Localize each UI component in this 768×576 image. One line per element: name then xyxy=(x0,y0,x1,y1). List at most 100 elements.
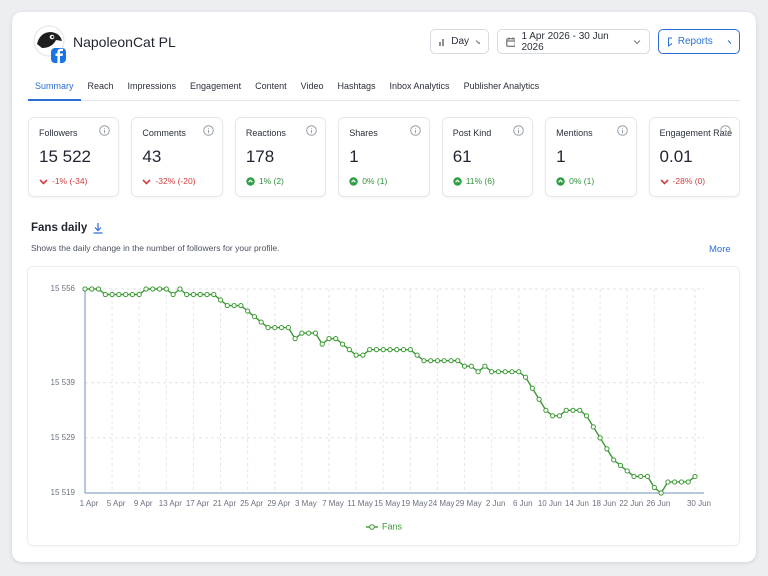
info-circle xyxy=(409,125,421,136)
data-point xyxy=(95,286,102,292)
info-icon xyxy=(409,125,421,136)
data-point xyxy=(360,352,366,358)
tab[interactable]: Reach xyxy=(87,81,114,91)
data-point xyxy=(414,352,420,358)
tab[interactable]: Inbox Analytics xyxy=(389,81,450,91)
data-point xyxy=(109,291,115,298)
metric-card: Post Kind 61 11% (6) xyxy=(441,117,534,197)
x-tick-label: 17 Apr xyxy=(186,499,209,508)
date-range: 1 Apr 2026 - 30 Jun 2026 xyxy=(521,30,609,53)
x-tick-label: 11 May xyxy=(347,499,373,508)
data-point xyxy=(516,369,522,375)
data-point xyxy=(543,407,549,413)
data-point xyxy=(353,352,359,358)
x-tick-label: 26 Jun xyxy=(646,499,670,508)
info-icon xyxy=(513,125,524,136)
info-circle xyxy=(203,125,214,136)
change-text: 0% (1) xyxy=(362,176,388,186)
data-point xyxy=(604,446,610,452)
metric-value: 15 522 xyxy=(39,147,91,166)
data-point xyxy=(672,479,678,485)
tab[interactable]: Summary xyxy=(28,76,81,101)
x-tick-label: 30 Jun xyxy=(687,499,711,508)
data-point xyxy=(644,473,651,480)
x-tick-label: 5 Apr xyxy=(107,499,126,508)
data-point xyxy=(197,291,203,298)
more-link[interactable]: More xyxy=(709,244,731,255)
x-tick-label: 18 Jun xyxy=(592,499,616,508)
tab[interactable]: Engagement xyxy=(190,81,242,91)
metric-change: 11% (6) xyxy=(452,176,495,186)
info-icon xyxy=(306,125,318,136)
tab[interactable]: Video xyxy=(300,81,324,91)
legend-marker xyxy=(369,524,375,530)
bookmark-icon xyxy=(668,37,672,47)
info-icon xyxy=(203,125,214,136)
data-point xyxy=(380,347,386,353)
data-point xyxy=(292,336,298,342)
data-point xyxy=(624,468,630,474)
data-point xyxy=(550,413,556,419)
data-point xyxy=(156,286,163,292)
data-point xyxy=(299,330,305,336)
x-tick-label: 29 Apr xyxy=(267,499,290,508)
data-point xyxy=(678,479,685,485)
data-point xyxy=(692,473,698,480)
metric-change: 1% (2) xyxy=(246,176,284,186)
x-tick-label: 9 Apr xyxy=(134,499,153,508)
metric-value: 61 xyxy=(452,147,472,166)
download-icon[interactable] xyxy=(92,222,104,234)
data-point xyxy=(455,358,461,364)
info-circle xyxy=(616,125,628,136)
data-point xyxy=(367,347,373,353)
trend-icon xyxy=(142,178,151,185)
x-tick-label: 6 Jun xyxy=(513,499,533,508)
metric-change: -28% (0) xyxy=(659,176,705,186)
up-circle xyxy=(246,176,255,186)
data-point xyxy=(529,385,535,391)
data-point xyxy=(400,347,407,353)
data-point xyxy=(617,462,624,469)
metric-value: 0.01 xyxy=(659,147,693,166)
metric-label: Shares xyxy=(349,128,378,138)
reports-button[interactable]: Reports xyxy=(658,29,740,54)
x-tick-label: 7 May xyxy=(322,499,344,508)
data-point xyxy=(556,413,563,419)
metric-label: Reactions xyxy=(245,128,286,138)
metric-card: Comments 43 -32% (-20) xyxy=(131,117,223,197)
data-point xyxy=(177,286,183,292)
data-point xyxy=(387,347,393,353)
reports-label: Reports xyxy=(677,36,713,47)
data-point xyxy=(461,363,468,369)
period-dropdown[interactable]: Day xyxy=(430,29,489,54)
data-point xyxy=(116,291,122,298)
info-circle xyxy=(306,125,318,136)
data-point xyxy=(421,358,427,364)
data-point xyxy=(136,291,142,298)
metric-card: Mentions 1 0% (1) xyxy=(545,117,637,197)
data-point xyxy=(217,297,224,303)
metric-label: Post Kind xyxy=(452,128,492,138)
info-icon xyxy=(720,125,731,136)
data-point xyxy=(339,341,346,347)
data-point xyxy=(272,324,278,331)
section-title: Fans daily xyxy=(31,222,88,234)
tab[interactable]: Impressions xyxy=(127,81,177,91)
data-point xyxy=(394,347,400,353)
metric-card: Followers 15 522 -1% (-34) xyxy=(28,117,120,197)
info-icon xyxy=(616,125,628,136)
metric-change: 0% (1) xyxy=(349,176,387,186)
change-text: 1% (2) xyxy=(258,176,284,186)
tab[interactable]: Publisher Analytics xyxy=(463,81,540,91)
data-point xyxy=(319,341,325,347)
chart: 15 556 15 539 15 529 15 519 1 Apr 5 Apr 9 Apr 1… xyxy=(51,284,711,531)
y-tick-label: 15 519 xyxy=(51,488,76,497)
data-point xyxy=(163,286,169,292)
date-range-picker[interactable]: 1 Apr 2026 - 30 Jun 2026 xyxy=(497,29,650,54)
metric-value: 178 xyxy=(245,147,275,166)
tab[interactable]: Hashtags xyxy=(337,81,376,91)
data-point xyxy=(482,363,488,369)
chart-card: 15 556 15 539 15 529 15 519 1 Apr 5 Apr 9 Apr 1… xyxy=(27,266,740,546)
tab[interactable]: Content xyxy=(255,81,287,91)
data-point xyxy=(570,407,576,413)
